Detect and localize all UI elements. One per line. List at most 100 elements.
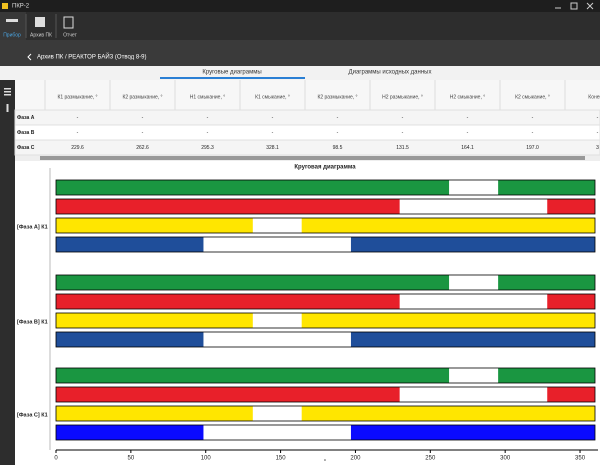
table-cell: - [272, 130, 274, 136]
table-cell: - [337, 130, 339, 136]
table-cell: - [467, 130, 469, 136]
bar-segment [498, 275, 595, 290]
toolbar-button[interactable]: Архив ПК [30, 32, 52, 38]
table-cell: - [337, 115, 339, 121]
x-tick-label: 0 [54, 456, 58, 462]
table-cell: - [207, 115, 209, 121]
bar-segment [56, 218, 253, 233]
column-header: Н2 смыкание, ° [450, 94, 486, 100]
bar-segment [56, 332, 204, 347]
table-cell: - [402, 115, 404, 121]
bar-gap [252, 313, 302, 328]
table-cell: - [532, 130, 534, 136]
column-header: К1 смыкание, ° [255, 94, 290, 100]
bar-gap [449, 275, 499, 290]
bar-outline [55, 293, 596, 310]
table-cell: - [77, 115, 79, 121]
bar-segment [547, 294, 595, 309]
bar-segment [56, 425, 204, 440]
bar-gap [399, 199, 548, 214]
table-cell: 3 [596, 145, 599, 151]
row-label: Фаза В [17, 130, 35, 136]
toolbar-active [0, 12, 26, 40]
column-header: К1 размыкание, ° [57, 94, 97, 100]
bar-segment [301, 218, 595, 233]
table-cell: 328.1 [266, 145, 279, 151]
table-cell: - [467, 115, 469, 121]
bar-segment [56, 237, 204, 252]
tab-bar [0, 66, 600, 80]
bar-segment [498, 368, 595, 383]
window-controls[interactable] [555, 2, 594, 10]
bar-outline [55, 386, 596, 403]
bar-segment [547, 387, 595, 402]
icon [6, 19, 18, 22]
column-header: Н1 смыкание, ° [190, 94, 226, 100]
tab[interactable]: Диаграммы исходных данных [349, 70, 432, 76]
title-bar [0, 0, 600, 12]
bar-segment [56, 387, 400, 402]
table-cell: 197.0 [526, 145, 539, 151]
icon [35, 17, 45, 27]
bar-gap [203, 425, 351, 440]
scrollbar-thumb[interactable] [40, 156, 585, 160]
toolbar [0, 12, 600, 40]
bar-gap [449, 180, 499, 195]
toolbar-button[interactable]: Отчет [63, 32, 77, 38]
bar-segment [547, 199, 595, 214]
column-header: К2 размыкание, ° [122, 94, 162, 100]
chart-title: Круговая диаграмма [294, 165, 356, 171]
table-cell: - [272, 115, 274, 121]
group-label: [Фаза А] К1 [17, 224, 48, 230]
bar-outline [55, 198, 596, 215]
bar-segment [56, 180, 450, 195]
bar-gap [399, 387, 548, 402]
bar-segment [350, 425, 595, 440]
toolbar-button[interactable]: Прибор [3, 32, 21, 38]
table-cell: - [142, 115, 144, 121]
bar-gap [203, 237, 351, 252]
bar-gap [252, 406, 302, 421]
bar-segment [350, 237, 595, 252]
column-header: К2 смыкание, ° [515, 94, 550, 100]
x-tick-label: 200 [350, 456, 361, 462]
table-cell: - [597, 115, 599, 121]
x-axis-label: ° [324, 460, 327, 465]
bar-outline [55, 274, 596, 291]
column-header: К2 размыкание, ° [317, 94, 357, 100]
table-cell: 262.6 [136, 145, 149, 151]
sidebar-icons[interactable] [4, 88, 11, 112]
bar-outline [55, 405, 596, 422]
bar-segment [56, 275, 450, 290]
table-row [14, 124, 600, 141]
bar-outline [55, 312, 596, 329]
tab[interactable]: Круговые диаграммы [202, 70, 261, 76]
bar-outline [55, 179, 596, 196]
bar-segment [350, 332, 595, 347]
table-cell: 164.1 [461, 145, 474, 151]
table-cell: - [142, 130, 144, 136]
table-header [15, 80, 600, 110]
bar-segment [56, 199, 400, 214]
window-title: ПКР-2 [12, 4, 30, 10]
table-cell: - [402, 130, 404, 136]
group-label: [Фаза С] К1 [17, 412, 48, 418]
bar-outline [55, 424, 596, 441]
x-tick-label: 350 [575, 456, 586, 462]
bar-segment [56, 294, 400, 309]
bar-segment [498, 180, 595, 195]
column-header: Конец д [588, 94, 600, 100]
bar-segment [56, 406, 253, 421]
table-cell: - [532, 115, 534, 121]
column-header: Н2 размыкание, ° [382, 94, 423, 100]
table-cell: - [207, 130, 209, 136]
row-label: Фаза А [17, 115, 35, 121]
table-row [14, 109, 600, 126]
x-tick-label: 250 [425, 456, 436, 462]
bar-outline [55, 331, 596, 348]
back-arrow[interactable] [27, 53, 32, 61]
x-tick-label: 50 [128, 456, 135, 462]
group-label: [Фаза В] К1 [17, 319, 48, 325]
table-cell: 229.6 [71, 145, 84, 151]
